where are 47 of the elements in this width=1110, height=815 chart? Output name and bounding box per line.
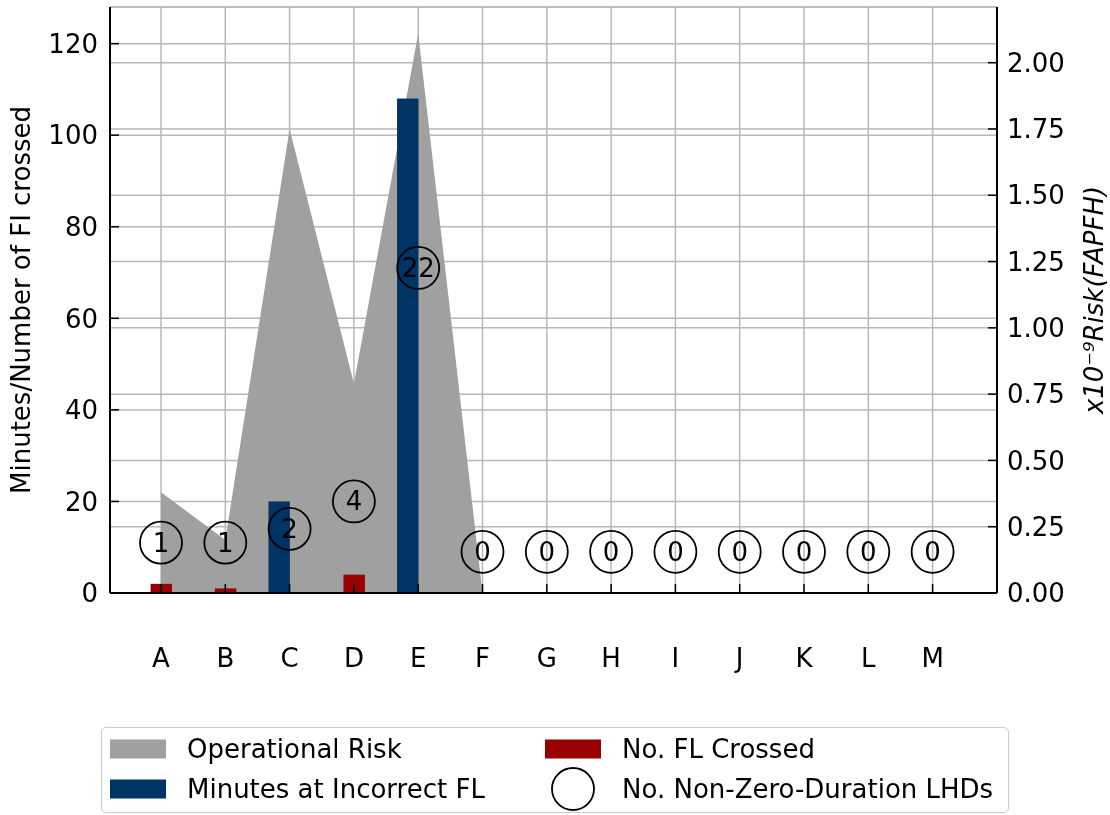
annotation: 0 — [538, 536, 556, 567]
x-tick-label: J — [733, 643, 744, 674]
y2-tick-label: 0.50 — [1007, 445, 1065, 476]
legend-label: Minutes at Incorrect FL — [187, 774, 485, 804]
y-tick-label: 0 — [81, 578, 98, 609]
y2-tick-label: 0.25 — [1007, 511, 1065, 542]
x-tick-label: K — [795, 643, 814, 674]
bar — [343, 574, 365, 593]
y2-tick-label: 1.00 — [1007, 313, 1065, 344]
x-tick-label: E — [409, 643, 427, 674]
annotation: 1 — [152, 527, 170, 558]
y2-tick-label: 1.75 — [1007, 114, 1065, 145]
y2-tick-label: 2.00 — [1007, 47, 1065, 78]
y-tick-label: 80 — [64, 211, 98, 242]
y-tick-label: 100 — [48, 120, 98, 151]
y2-axis-title: x10⁻⁹Risk(FAPFH) — [1079, 185, 1109, 416]
annotation: 0 — [860, 536, 877, 567]
legend-label: Operational Risk — [187, 734, 402, 764]
annotation: 0 — [924, 536, 941, 567]
y2-tick-label: 0.75 — [1007, 379, 1065, 410]
x-tick-label: M — [921, 643, 944, 674]
legend-label: No. FL Crossed — [622, 734, 815, 764]
x-tick-label: D — [343, 643, 364, 674]
annotation: 0 — [795, 536, 813, 567]
annotation: 0 — [602, 536, 620, 567]
annotation: 0 — [731, 536, 748, 567]
y2-tick-label: 1.50 — [1007, 180, 1065, 211]
annotation: 4 — [345, 486, 363, 517]
x-tick-label: B — [216, 643, 235, 674]
x-tick-label: H — [601, 643, 621, 674]
annotation: 1 — [217, 527, 234, 558]
y-tick-label: 60 — [64, 303, 98, 334]
annotation: 0 — [667, 536, 684, 567]
x-tick-label: F — [475, 643, 490, 674]
x-tick-label: A — [152, 643, 171, 674]
x-tick-label: C — [280, 643, 299, 674]
y-tick-label: 120 — [48, 28, 98, 59]
x-tick-label: G — [536, 643, 557, 674]
y-tick-label: 40 — [64, 395, 98, 426]
legend-label: No. Non-Zero-Duration LHDs — [622, 774, 994, 804]
annotation: 0 — [474, 536, 491, 567]
y2-tick-label: 1.25 — [1007, 246, 1065, 277]
x-tick-label: I — [671, 643, 680, 674]
y2-tick-label: 0.00 — [1007, 578, 1065, 609]
y-axis-title: Minutes/Number of FI crossed — [6, 106, 36, 494]
x-tick-label: L — [861, 643, 877, 674]
y-tick-label: 20 — [64, 486, 98, 517]
